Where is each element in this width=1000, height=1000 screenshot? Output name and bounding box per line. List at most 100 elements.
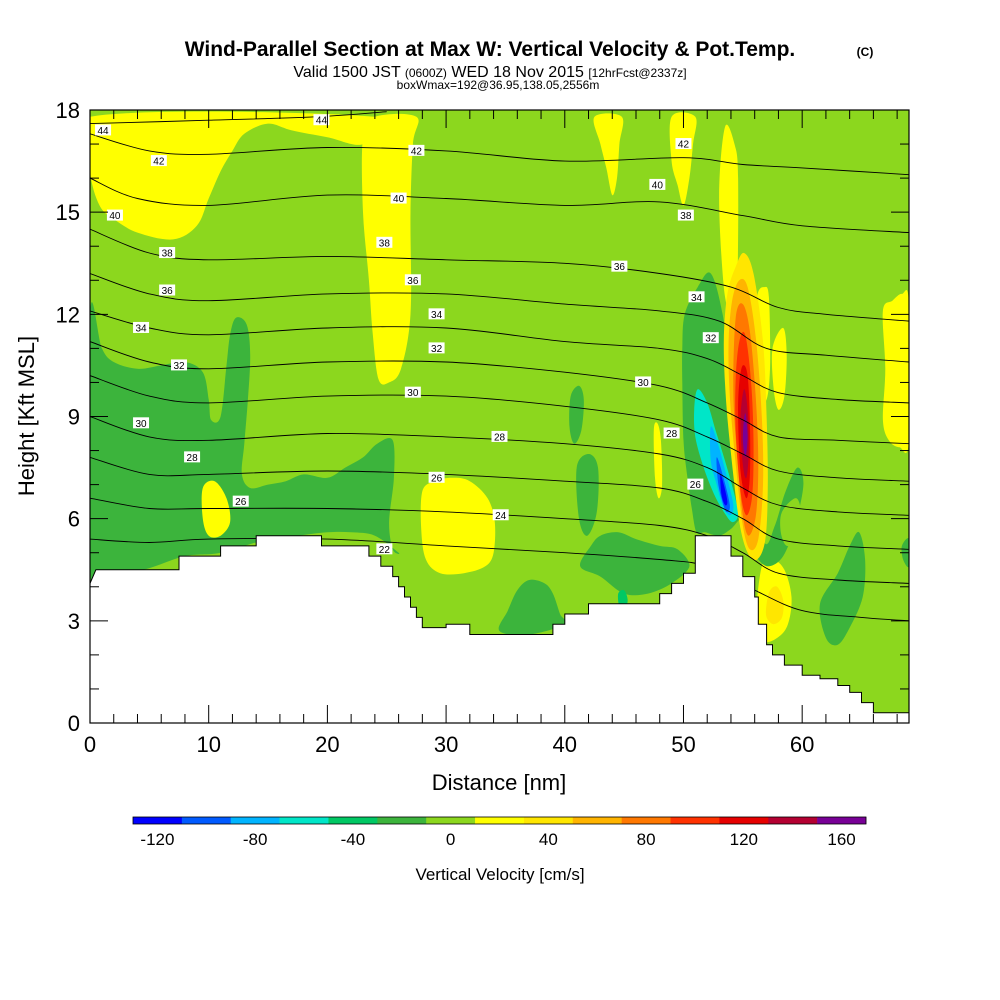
isentrope-28: [90, 416, 909, 516]
y-tick-label: 15: [56, 200, 80, 225]
contour-label-0: 44: [95, 124, 112, 137]
contour-label-30: 22: [376, 543, 393, 556]
velocity-region-26: [720, 474, 728, 506]
contour-label-box: [649, 178, 666, 190]
velocity-region-9: [653, 422, 663, 499]
contour-label-text: 26: [431, 473, 443, 484]
velocity-region-15: [580, 532, 690, 596]
isentrope-38: [90, 228, 909, 322]
contour-label-box: [133, 417, 150, 429]
contour-label-text: 38: [379, 238, 391, 249]
velocity-region-4: [420, 477, 496, 575]
colorbar-frame: [132, 816, 867, 825]
contour-label-text: 34: [135, 323, 147, 334]
x-tick-label: 30: [434, 732, 458, 757]
isentrope-layer: [90, 111, 909, 622]
velocity-region-8: [771, 327, 787, 410]
contour-label-box: [376, 236, 393, 248]
colorbar-tick-label: 40: [539, 830, 558, 849]
contour-label-text: 30: [407, 388, 419, 399]
contour-label-text: 40: [652, 180, 664, 191]
contour-label-12: 36: [404, 274, 421, 287]
contour-label-text: 32: [173, 361, 185, 372]
colorbar-tick-label: 120: [730, 830, 758, 849]
contour-label-4: 42: [675, 138, 692, 151]
isentrope-42: [90, 133, 909, 176]
contour-label-2: 42: [408, 144, 425, 157]
contour-label-16: 34: [688, 291, 705, 304]
colorbar-tick-label: 0: [446, 830, 455, 849]
y-tick-labels: 0 3 6 9 12 15 18: [56, 98, 80, 736]
contour-label-text: 32: [705, 334, 717, 345]
contour-label-text: 44: [97, 126, 109, 137]
contour-label-box: [428, 308, 445, 320]
colorbar-tick-label: -80: [243, 830, 268, 849]
colorbar: [132, 816, 867, 825]
contour-label-text: 28: [494, 432, 506, 443]
colorbar-swatch: [768, 817, 818, 824]
contour-label-box: [106, 209, 123, 221]
contour-label-10: 38: [677, 209, 694, 222]
contour-label-23: 28: [184, 451, 201, 464]
colorbar-tick-labels: -120 -80 -40 0 40 80 120 160: [140, 830, 855, 849]
colorbar-tick-label: 160: [827, 830, 855, 849]
contour-label-17: 32: [171, 359, 188, 372]
contour-label-1: 44: [313, 114, 330, 127]
contour-label-box: [408, 144, 425, 156]
colorbar-swatch: [426, 817, 476, 824]
velocity-region-12: [90, 302, 400, 598]
contour-label-text: 24: [495, 511, 507, 522]
contour-label-text: 40: [109, 211, 121, 222]
velocity-region-2: [593, 113, 624, 196]
chart-title: Wind-Parallel Section at Max W: Vertical…: [185, 38, 796, 61]
isentrope-44: [90, 111, 387, 125]
isentrope-22: [90, 538, 909, 622]
contour-label-6: 40: [390, 192, 407, 205]
colorbar-swatch: [230, 817, 280, 824]
contour-label-26: 26: [232, 495, 249, 508]
x-tick-label: 0: [84, 732, 96, 757]
colorbar-swatch: [670, 817, 720, 824]
contour-label-box: [95, 124, 112, 136]
contour-label-box: [611, 260, 628, 272]
contour-label-25: 28: [663, 427, 680, 440]
colorbar-title: Vertical Velocity [cm/s]: [415, 865, 584, 884]
contour-label-text: 44: [316, 116, 328, 127]
colorbar-swatch: [279, 817, 329, 824]
contour-label-box: [404, 386, 421, 398]
contour-label-box: [150, 155, 167, 167]
contour-label-box: [428, 342, 445, 354]
velocity-region-13: [201, 480, 231, 538]
contour-label-text: 36: [162, 286, 174, 297]
box-info: boxWmax=192@36.95,138.05,2556m: [397, 78, 600, 92]
contour-label-text: 40: [393, 194, 405, 205]
contour-label-text: 36: [614, 262, 626, 273]
x-tick-label: 20: [315, 732, 339, 757]
colorbar-swatch: [377, 817, 427, 824]
velocity-region-5: [882, 290, 909, 453]
contour-label-24: 28: [491, 430, 508, 443]
velocity-region-0: [90, 111, 394, 240]
contour-label-13: 36: [611, 260, 628, 273]
colorbar-swatch: [181, 817, 232, 824]
contour-label-text: 34: [691, 293, 703, 304]
contour-label-text: 30: [638, 378, 650, 389]
isentrope-24: [90, 497, 909, 584]
contour-label-box: [492, 509, 509, 521]
contour-label-22: 30: [635, 376, 652, 389]
valid-time: Valid 1500 JST: [293, 64, 401, 81]
velocity-region-11: [765, 586, 784, 625]
colorbar-swatch: [719, 817, 769, 824]
contour-label-layer: 44 44 42 42 42 40 40 40 38 38 38 36 36 36 34 34 34 32 32 32…: [95, 114, 719, 556]
contour-label-text: 34: [431, 310, 443, 321]
velocity-region-33: [742, 413, 748, 458]
velocity-region-17: [569, 385, 584, 444]
forecast-info: [12hrFcst@2337z]: [588, 66, 686, 80]
y-tick-label: 0: [68, 711, 80, 736]
contour-label-box: [376, 543, 393, 555]
isentrope-26: [90, 456, 909, 550]
contour-label-14: 34: [133, 321, 150, 334]
contour-label-text: 26: [690, 480, 702, 491]
contour-label-box: [171, 359, 188, 371]
